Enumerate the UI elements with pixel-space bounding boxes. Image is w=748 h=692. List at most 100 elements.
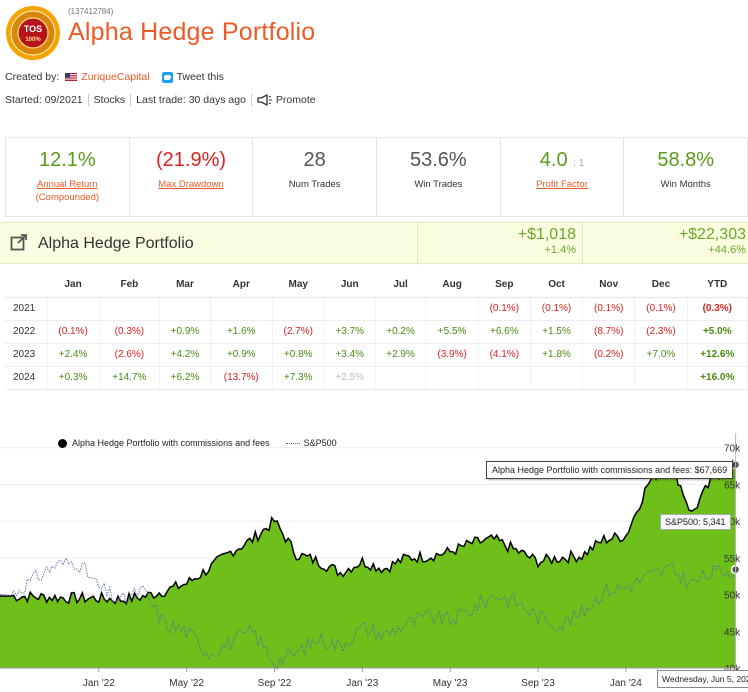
total-gain: +$22,303 +44.6% — [678, 226, 746, 257]
y-tick-label: 50k — [724, 591, 741, 602]
legend-marker-sp500[interactable] — [285, 442, 300, 444]
y-tick-label: 60k — [724, 517, 741, 528]
promote-link[interactable]: Promote — [275, 94, 316, 106]
table-header-aug: Aug — [425, 273, 479, 298]
stat-label[interactable]: Annual Return (Compounded) — [35, 179, 100, 203]
table-cell: +0.8% — [272, 343, 325, 367]
table-cell: (0.1%) — [47, 320, 100, 344]
table-cell: +1.8% — [530, 343, 584, 367]
table-header-year — [5, 273, 47, 298]
row-year: 2022 — [5, 320, 48, 344]
started-date: Started: 09/2021 — [5, 94, 83, 106]
monthly-returns-table: Jan Feb Mar Apr May Jun Jul Aug Sep Oct Nov Dec YTD … — [5, 273, 748, 390]
us-flag-icon — [65, 73, 78, 81]
table-cell: +0.9% — [210, 343, 273, 367]
table-cell: +0.3% — [47, 366, 100, 390]
row-year: 2024 — [5, 366, 48, 390]
table-cell: +7.3% — [272, 366, 325, 390]
table-header-dec: Dec — [634, 273, 688, 298]
table-header-feb: Feb — [99, 273, 160, 298]
asset-type: Stocks — [93, 94, 126, 106]
table-cell: +6.6% — [478, 320, 531, 344]
stats-panel: 12.1% Annual Return (Compounded) (21.9%) … — [5, 137, 748, 217]
y-tick-label: 70k — [724, 444, 741, 455]
table-cell — [272, 297, 325, 321]
table-header-jan: Jan — [47, 273, 100, 298]
table-cell: (0.1%) — [582, 297, 636, 321]
table-header-may: May — [272, 273, 325, 298]
table-row: 2023 +2.4% (2.6%) +4.2% +0.9% +0.8% +3.4% +2.9%… — [5, 343, 748, 367]
chart-legend: Alpha Hedge Portfolio with commissions a… — [58, 438, 337, 448]
external-link-icon[interactable] — [10, 233, 28, 251]
table-cell: +7.0% — [634, 343, 688, 367]
row-year: 2021 — [5, 297, 48, 321]
portfolio-summary-bar: Alpha Hedge Portfolio +$1,018 +1.4% +$22… — [0, 222, 748, 265]
table-row: 2021 (0.1%) (0.1%) (0.1%) (0.1%) (0.3%) — [5, 297, 748, 321]
table-cell: (4.1%) — [478, 343, 531, 367]
table-cell — [425, 366, 479, 390]
info-row: Started: 09/2021 Stocks Last trade: 30 d… — [5, 94, 316, 106]
x-tick-label: Jan '23 — [346, 678, 378, 689]
y-tick-label: 55k — [724, 554, 741, 565]
table-cell: +0.2% — [375, 320, 427, 344]
table-cell — [47, 297, 100, 321]
stat-label: Num Trades — [288, 179, 341, 190]
legend-sp500[interactable]: S&P500 — [303, 438, 337, 448]
svg-text:TOS: TOS — [24, 24, 42, 34]
table-cell — [582, 366, 636, 390]
table-cell: +14.7% — [99, 366, 161, 390]
last-trade: Last trade: 30 days ago — [136, 94, 246, 106]
table-cell: +0.9% — [159, 320, 211, 344]
x-tick-label: May '22 — [169, 678, 204, 689]
legend-portfolio[interactable]: Alpha Hedge Portfolio with commissions a… — [72, 438, 270, 448]
portfolio-name[interactable]: Alpha Hedge Portfolio — [38, 235, 194, 252]
stat-num-trades: 28 Num Trades — [253, 138, 378, 216]
tweet-link[interactable]: Tweet this — [176, 71, 224, 83]
stat-label[interactable]: Max Drawdown — [158, 179, 224, 190]
stat-label: Win Months — [660, 179, 711, 190]
twitter-icon[interactable] — [161, 71, 173, 83]
table-header-oct: Oct — [530, 273, 583, 298]
table-cell: (0.3%) — [99, 320, 161, 344]
x-tick-label: Sep '22 — [258, 678, 292, 689]
table-cell — [530, 366, 584, 390]
stat-label[interactable]: Profit Factor — [536, 179, 588, 190]
stat-value: 12.1% — [38, 149, 96, 171]
table-header-nov: Nov — [582, 273, 635, 298]
row-year: 2023 — [5, 343, 48, 367]
megaphone-icon[interactable] — [257, 94, 273, 106]
stat-value: (21.9%) — [155, 149, 227, 171]
stat-value: 28 — [303, 149, 326, 171]
stat-annual-return: 12.1% Annual Return (Compounded) — [6, 138, 130, 216]
creator-link[interactable]: ZuriqueCapital — [81, 71, 150, 83]
table-cell: (0.1%) — [634, 297, 688, 321]
table-cell — [375, 366, 427, 390]
table-header-apr: Apr — [210, 273, 273, 298]
table-cell: +1.6% — [210, 320, 273, 344]
table-header-ytd: YTD — [687, 273, 748, 298]
x-tick-label: Jan '24 — [610, 678, 642, 689]
table-cell: +12.6% — [687, 343, 748, 367]
table-cell — [425, 297, 479, 321]
table-cell: (2.6%) — [99, 343, 161, 367]
system-id: (137412784) — [68, 7, 114, 16]
table-cell: (0.1%) — [530, 297, 584, 321]
sp500-line — [0, 556, 737, 670]
table-cell: (0.2%) — [582, 343, 636, 367]
table-cell — [634, 366, 688, 390]
tooltip-sp500-value: S&P500: 5,341 — [660, 514, 731, 530]
legend-marker-portfolio[interactable] — [58, 438, 67, 448]
table-cell — [210, 297, 273, 321]
stat-win-trades: 53.6% Win Trades — [377, 138, 501, 216]
table-cell: +2.9% — [375, 343, 427, 367]
table-cell: +2.5% — [324, 366, 376, 390]
x-tick-label: Sep '23 — [521, 678, 555, 689]
table-row: 2024 +0.3% +14.7% +6.2% (13.7%) +7.3% +2.5% +16… — [5, 366, 748, 390]
table-cell — [324, 297, 376, 321]
y-tick-label: 40k — [724, 664, 741, 675]
tooltip-date: Wednesday, Jun 5, 2024 — [657, 670, 748, 688]
tos-strategy-badge-logo: TOS 100% — [6, 6, 60, 60]
table-cell: (13.7%) — [210, 366, 273, 390]
x-tick-label: May '23 — [433, 678, 468, 689]
table-cell: (3.9%) — [425, 343, 479, 367]
